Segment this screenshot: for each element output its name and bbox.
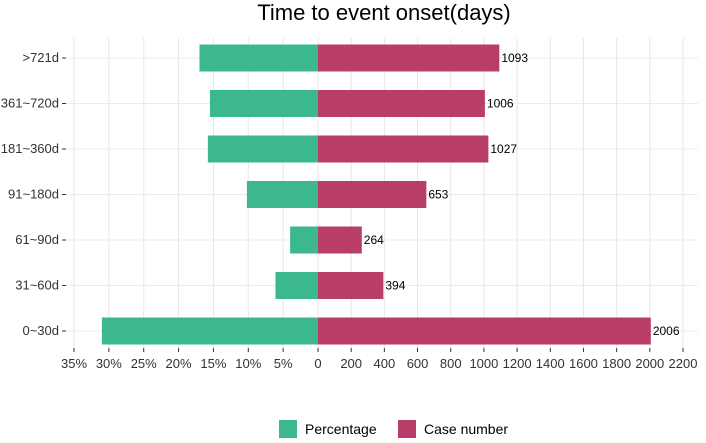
x-tick-label: 200 [340,356,362,371]
x-tick-label: 1400 [536,356,565,371]
bar-case-number [318,135,489,163]
x-tick-label: 0 [314,356,321,371]
bar-percentage [101,317,318,345]
data-label-layer: 1093 1006 1027 653 264 394 2006 [364,51,680,338]
y-tick-label: 31~60d [15,278,59,293]
bar-percentage [246,181,318,208]
data-label: 653 [428,188,448,202]
legend-label: Percentage [305,421,377,437]
y-tick-label: 361~720d [1,96,59,111]
bar-percentage [275,272,318,299]
x-tick-label: 25% [131,356,157,371]
bar-percentage [207,135,318,163]
bar-percentage [199,44,318,72]
x-tick-label: 10% [235,356,261,371]
x-tick-label: 1800 [602,356,631,371]
legend: Percentage Case number [279,420,508,438]
bar-case-number [318,90,485,117]
y-tick-label: 181~360d [1,141,59,156]
bar-percentage [290,226,318,254]
x-tick-label: 15% [200,356,226,371]
y-tick-label: 61~90d [15,232,59,247]
x-tick-label: 1600 [569,356,598,371]
bar-layer [101,44,651,345]
bar-case-number [318,44,500,72]
x-tick-label: 2000 [635,356,664,371]
data-label: 1027 [490,142,517,156]
data-label: 1006 [487,97,514,111]
data-label: 2006 [653,324,680,338]
data-label: 1093 [501,51,528,65]
legend-swatch [398,420,416,438]
x-tick-label: 1000 [469,356,498,371]
y-tick-label: 0~30d [22,323,59,338]
bar-case-number [318,317,651,345]
y-tick-label: >721d [22,50,59,65]
legend-label: Case number [424,421,508,437]
data-label: 264 [364,233,384,247]
x-tick-label: 2200 [669,356,698,371]
x-tick-label: 400 [374,356,396,371]
bar-percentage [209,90,318,117]
x-tick-label: 800 [440,356,462,371]
x-tick-label: 600 [407,356,429,371]
bar-case-number [318,272,384,299]
x-tick-label: 1200 [503,356,532,371]
x-tick-label: 30% [96,356,122,371]
y-tick-label: 91~180d [8,187,59,202]
bar-case-number [318,226,362,254]
x-tick-label: 35% [61,356,87,371]
axis-layer: 35% 30% 25% 20% 15% 10% 5% 0 200 400 600 800 1000 120… [1,50,698,371]
legend-swatch [279,420,297,438]
chart-title: Time to event onset(days) [257,0,511,25]
bar-case-number [318,181,427,208]
x-tick-label: 20% [166,356,192,371]
data-label: 394 [385,279,405,293]
x-tick-label: 5% [274,356,293,371]
